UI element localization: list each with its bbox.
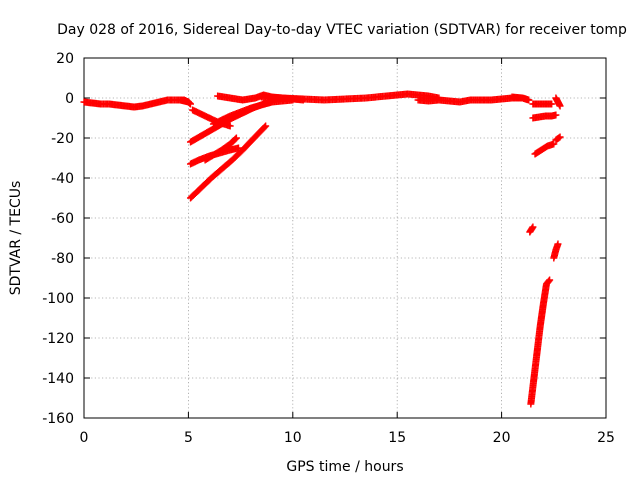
series-track-7	[186, 122, 270, 202]
series-track-20	[550, 240, 562, 262]
y-tick-label: -80	[51, 251, 74, 267]
x-tick-label: 15	[388, 430, 406, 446]
x-tick-label: 0	[80, 430, 89, 446]
chart-title: Day 028 of 2016, Sidereal Day-to-day VTE…	[57, 22, 627, 38]
series-track-18	[526, 223, 537, 236]
grid	[84, 58, 606, 418]
x-tick-label: 25	[597, 430, 615, 446]
series-track-14	[529, 111, 560, 122]
data-point	[186, 100, 194, 108]
y-tick-label: -160	[42, 411, 74, 427]
data-point	[226, 122, 234, 130]
y-tick-label: -20	[51, 131, 74, 147]
y-tick-label: 20	[56, 51, 74, 67]
x-tick-label: 20	[493, 430, 511, 446]
series-track-16	[552, 133, 564, 144]
axis-ticks: -160 -140 -120 -100 -80 -60 -40 -20 0 20 0 5 10 15 20 2…	[42, 51, 615, 446]
series-track-6	[201, 134, 240, 164]
x-tick-label: 5	[184, 430, 193, 446]
y-tick-label: -120	[42, 331, 74, 347]
x-tick-label: 10	[284, 430, 302, 446]
data-point	[554, 240, 562, 248]
data-point	[525, 96, 533, 104]
series-track-1	[80, 96, 192, 111]
data-point	[556, 102, 564, 110]
y-tick-label: -140	[42, 371, 74, 387]
data-point	[546, 276, 554, 284]
series-track-19	[527, 276, 554, 408]
series-track-12	[508, 93, 533, 104]
data-point	[556, 133, 564, 141]
data-point	[550, 140, 558, 148]
series-track-15	[531, 140, 558, 158]
y-tick-label: -40	[51, 171, 74, 187]
data-point	[232, 135, 240, 143]
series-track-10	[257, 90, 443, 104]
x-axis-label: GPS time / hours	[286, 459, 403, 475]
plot-frame	[83, 57, 607, 419]
data-point	[555, 134, 563, 142]
data-point	[548, 100, 556, 108]
data-point	[545, 277, 553, 285]
y-axis-label: SDTVAR / TECUs	[8, 181, 24, 296]
y-tick-label: -100	[42, 291, 74, 307]
series-track-17	[552, 94, 564, 110]
data-point	[261, 123, 269, 131]
data-marks	[80, 90, 564, 408]
data-point	[552, 111, 560, 119]
series-track-2	[176, 96, 194, 108]
y-tick-label: -60	[51, 211, 74, 227]
series-track-13	[529, 100, 556, 108]
data-point	[262, 122, 270, 130]
y-tick-label: 0	[65, 91, 74, 107]
data-point	[529, 223, 537, 231]
data-point	[232, 134, 240, 142]
